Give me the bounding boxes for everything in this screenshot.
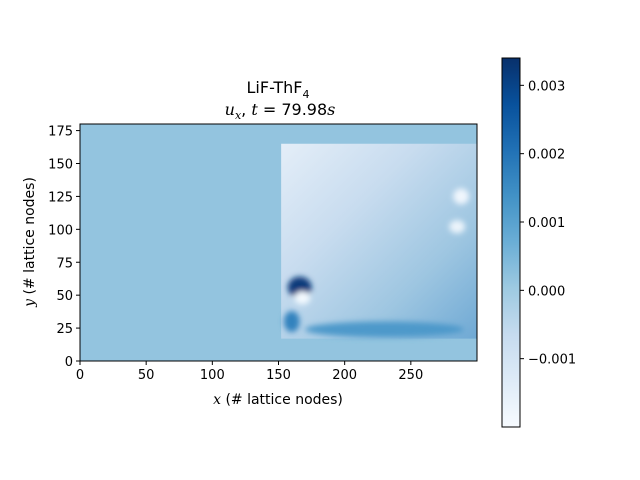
y-tick-label: 150	[48, 158, 73, 173]
y-tick-label: 100	[48, 223, 73, 238]
heatmap-feature-light-vortex	[294, 291, 311, 305]
y-tick-label: 175	[48, 125, 73, 140]
colorbar-tick-label: 0.001	[528, 216, 565, 231]
title-subscript: 4	[302, 88, 309, 101]
colorbar-tick-label: 0.000	[528, 284, 565, 299]
heatmap-plot	[80, 124, 477, 361]
heatmap-active-region	[281, 143, 477, 339]
x-tick-label: 50	[138, 368, 155, 383]
chart-title-line2: ux, t = 79.98s	[225, 100, 336, 122]
colorbar	[501, 57, 521, 428]
x-tick-label: 250	[398, 368, 423, 383]
x-tick-label: 200	[332, 368, 357, 383]
y-axis-label: y (# lattice nodes)	[22, 177, 38, 308]
y-tick-label: 125	[48, 190, 73, 205]
chart-title-line1: LiF-ThF4	[247, 78, 310, 101]
y-tick-label: 50	[56, 289, 73, 304]
heatmap-feature-lower-left-eddy	[283, 310, 300, 333]
x-axis-label: x (# lattice nodes)	[213, 392, 343, 408]
heatmap-feature-upper-right-eddy	[453, 188, 470, 205]
y-tick-label: 75	[56, 256, 73, 271]
heatmap-features	[283, 188, 470, 338]
heatmap-feature-right-eddy	[449, 220, 466, 234]
x-tick-label: 150	[266, 368, 291, 383]
colorbar-tick-label: 0.002	[528, 148, 565, 163]
x-tick-label: 100	[200, 368, 225, 383]
colorbar-tick-label: −0.001	[528, 353, 576, 368]
heatmap-feature-bottom-band	[304, 321, 464, 338]
y-axis: 0 25 50 75 100 125 150 175	[48, 125, 80, 370]
title-main: LiF-ThF	[247, 78, 303, 97]
y-tick-label: 0	[65, 355, 73, 370]
colorbar-tick-label: 0.003	[528, 79, 565, 94]
x-axis: 0 50 100 150 200 250	[76, 361, 423, 383]
colorbar-ticks: −0.001 0.000 0.001 0.002 0.003	[520, 79, 576, 368]
x-tick-label: 0	[76, 368, 84, 383]
y-tick-label: 25	[56, 322, 73, 337]
